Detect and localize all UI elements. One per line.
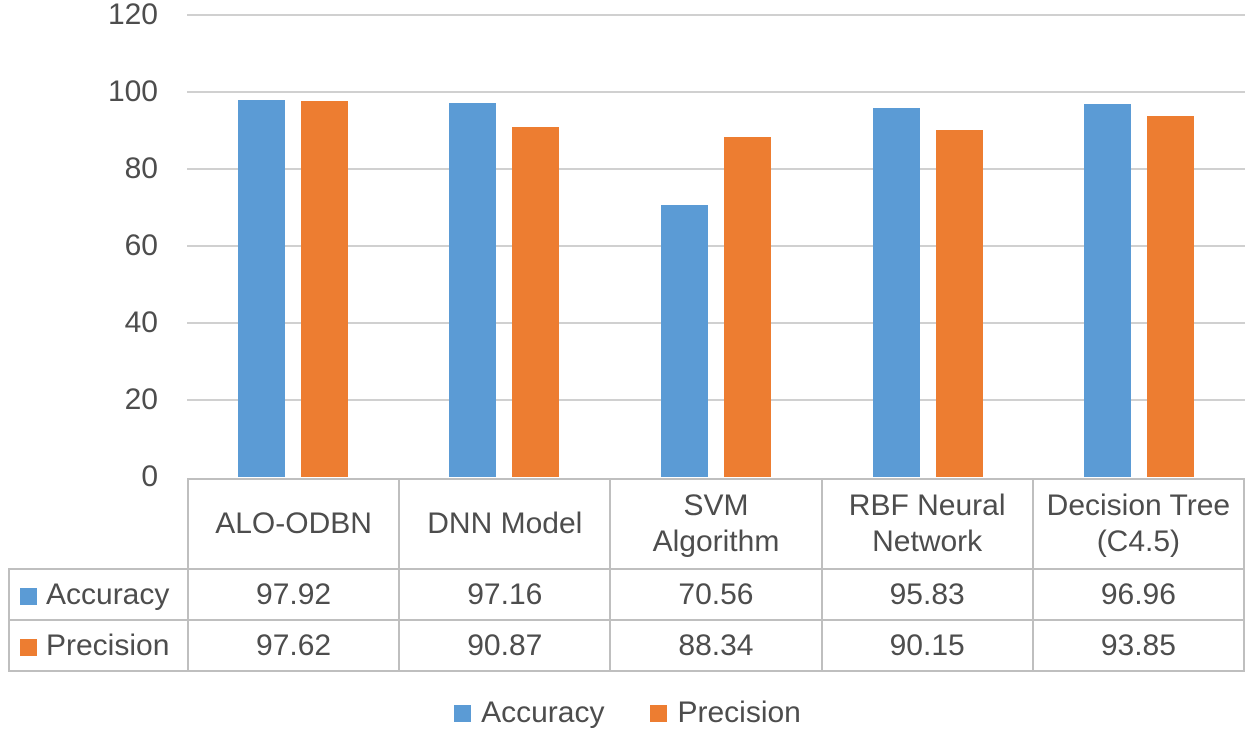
category-header-cell: RBF Neural Network bbox=[820, 478, 1034, 570]
y-axis-tick-label: 100 bbox=[107, 75, 158, 108]
gridline bbox=[187, 245, 1245, 247]
chart-legend: Accuracy Precision bbox=[0, 696, 1255, 730]
series-name-label: Accuracy bbox=[46, 577, 170, 611]
bar-precision-1 bbox=[512, 127, 560, 477]
bar-precision-4 bbox=[1147, 115, 1195, 477]
category-header-cell: SVM Algorithm bbox=[609, 478, 823, 570]
category-label: ALO-ODBN bbox=[215, 507, 372, 540]
gridline bbox=[187, 168, 1245, 170]
legend-swatch-icon bbox=[454, 704, 472, 722]
legend-label: Accuracy bbox=[481, 696, 605, 729]
series-key-cell: Accuracy bbox=[8, 568, 189, 621]
value-cell: 90.87 bbox=[398, 619, 612, 672]
y-axis-tick-label: 0 bbox=[141, 460, 158, 493]
series-key-cell: Precision bbox=[8, 619, 189, 672]
gridline bbox=[187, 399, 1245, 401]
bar-precision-3 bbox=[935, 129, 983, 477]
gridline bbox=[187, 14, 1245, 16]
table-header-row: ALO-ODBN DNN Model SVM Algorithm RBF Neural… bbox=[9, 478, 1246, 570]
bar-precision-0 bbox=[300, 101, 348, 477]
category-label: DNN Model bbox=[427, 507, 583, 540]
legend-item-accuracy: Accuracy bbox=[454, 696, 604, 730]
y-axis-tick-label: 120 bbox=[107, 0, 158, 31]
category-header-cell: ALO-ODBN bbox=[186, 478, 401, 570]
series-swatch-icon bbox=[20, 638, 37, 656]
value-cell: 88.34 bbox=[609, 619, 823, 672]
gridline bbox=[187, 91, 1245, 93]
table-corner-cell bbox=[9, 479, 188, 569]
bar-accuracy-1 bbox=[449, 102, 497, 477]
value-cell: 93.85 bbox=[1031, 619, 1246, 672]
category-label: Decision Tree (C4.5) bbox=[1046, 489, 1231, 558]
legend-label: Precision bbox=[677, 696, 801, 729]
bar-accuracy-0 bbox=[237, 100, 285, 477]
gridline bbox=[187, 322, 1245, 324]
value-cell: 96.96 bbox=[1031, 568, 1246, 621]
y-axis-tick-label: 60 bbox=[124, 229, 158, 262]
legend-swatch-icon bbox=[650, 704, 668, 722]
table-row-precision: Precision 97.62 90.87 88.34 90.15 93.85 bbox=[8, 619, 1246, 672]
y-axis-tick-label: 20 bbox=[124, 383, 158, 416]
table-body: ALO-ODBN DNN Model SVM Algorithm RBF Neural… bbox=[8, 478, 1246, 672]
bar-accuracy-2 bbox=[661, 205, 708, 477]
bar-precision-2 bbox=[724, 136, 771, 477]
category-header-cell: DNN Model bbox=[398, 478, 612, 570]
bar-accuracy-3 bbox=[872, 108, 920, 477]
value-cell: 95.83 bbox=[820, 568, 1034, 621]
series-swatch-icon bbox=[20, 587, 37, 605]
value-cell: 90.15 bbox=[820, 619, 1034, 672]
category-label: RBF Neural Network bbox=[848, 489, 1006, 558]
table-row-accuracy: Accuracy 97.92 97.16 70.56 95.83 96.96 bbox=[8, 568, 1246, 621]
category-header-cell: Decision Tree (C4.5) bbox=[1031, 478, 1246, 570]
data-table: ALO-ODBN DNN Model SVM Algorithm RBF Neural… bbox=[8, 478, 1246, 672]
series-name-label: Precision bbox=[46, 628, 170, 662]
value-cell: 97.92 bbox=[186, 568, 401, 621]
value-cell: 97.62 bbox=[186, 619, 401, 672]
plot-area: 0 20 40 60 80 100 120 bbox=[107, 0, 1245, 492]
bar-accuracy-4 bbox=[1084, 103, 1132, 477]
legend-item-precision: Precision bbox=[650, 696, 801, 730]
value-cell: 70.56 bbox=[609, 568, 823, 621]
value-cell: 97.16 bbox=[398, 568, 612, 621]
y-axis-tick-label: 80 bbox=[124, 152, 158, 185]
y-axis-tick-label: 40 bbox=[124, 306, 158, 339]
category-label: SVM Algorithm bbox=[652, 489, 780, 558]
